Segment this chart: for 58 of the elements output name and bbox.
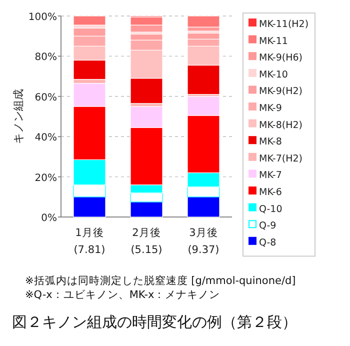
bar (187, 64, 220, 95)
bar (130, 184, 163, 194)
bar (73, 159, 106, 186)
bar (73, 60, 106, 80)
bar (73, 16, 106, 26)
bar (73, 106, 106, 160)
legend-label: MK-9(H2) (259, 86, 303, 98)
legend-label: MK-9(H6) (259, 52, 303, 64)
bar (187, 46, 220, 66)
y-tick-label: 100% (28, 12, 57, 23)
bar (187, 38, 220, 46)
bar (187, 186, 220, 198)
bar (130, 202, 163, 218)
bar (130, 127, 163, 186)
bar (187, 32, 220, 40)
legend-label: MK-7(H2) (259, 153, 303, 164)
legend-label: Q-8 (259, 237, 276, 248)
bar (73, 196, 106, 218)
bar (73, 184, 106, 198)
legend-label: Q-9 (259, 220, 276, 232)
bar (130, 16, 163, 26)
legend-label: MK-8 (259, 136, 282, 148)
bar (73, 46, 106, 61)
y-axis-title: キノン組成 (12, 89, 25, 144)
bar (130, 192, 163, 202)
bar (73, 83, 106, 107)
y-tick-label: 0% (41, 213, 57, 224)
bar (130, 24, 163, 32)
legend-label: MK-11(H2) (259, 19, 309, 30)
bar (187, 16, 220, 28)
legend-label: MK-11 (259, 36, 288, 47)
bar (130, 78, 163, 104)
legend-label: MK-9 (259, 103, 282, 114)
legend-label: MK-8(H2) (259, 120, 303, 131)
bar (73, 28, 106, 36)
y-tick-label: 60% (34, 92, 57, 104)
legend-label: MK-10 (259, 69, 288, 80)
bar (187, 115, 220, 174)
bar (130, 40, 163, 50)
legend-label: MK-7 (259, 170, 282, 182)
bar (130, 106, 163, 128)
legend-label: MK-6 (259, 187, 282, 198)
y-tick-label: 40% (34, 132, 57, 144)
text: 図２キノン組成の時間変化の例（第２段） (12, 313, 297, 331)
text: ※Q-x：ユビキノン、MK-x：メナキノン (25, 289, 220, 301)
x-tick-label: 1月後 (7.81) (74, 227, 106, 256)
bar (187, 172, 220, 188)
bar (73, 36, 106, 46)
bar (187, 196, 220, 218)
legend-label: Q-10 (259, 204, 282, 215)
x-tick-label: 2月後 (5.15) (130, 227, 162, 256)
y-tick-label: 20% (34, 172, 57, 184)
bar (130, 50, 163, 79)
x-tick-label: 3月後 (9.37) (188, 227, 220, 256)
text: ※括弧内は同時測定した脱窒速度 [g/mmol-quinone/d] (25, 274, 296, 287)
bar (187, 96, 220, 116)
bar (130, 34, 163, 40)
y-tick-label: 80% (34, 52, 57, 64)
